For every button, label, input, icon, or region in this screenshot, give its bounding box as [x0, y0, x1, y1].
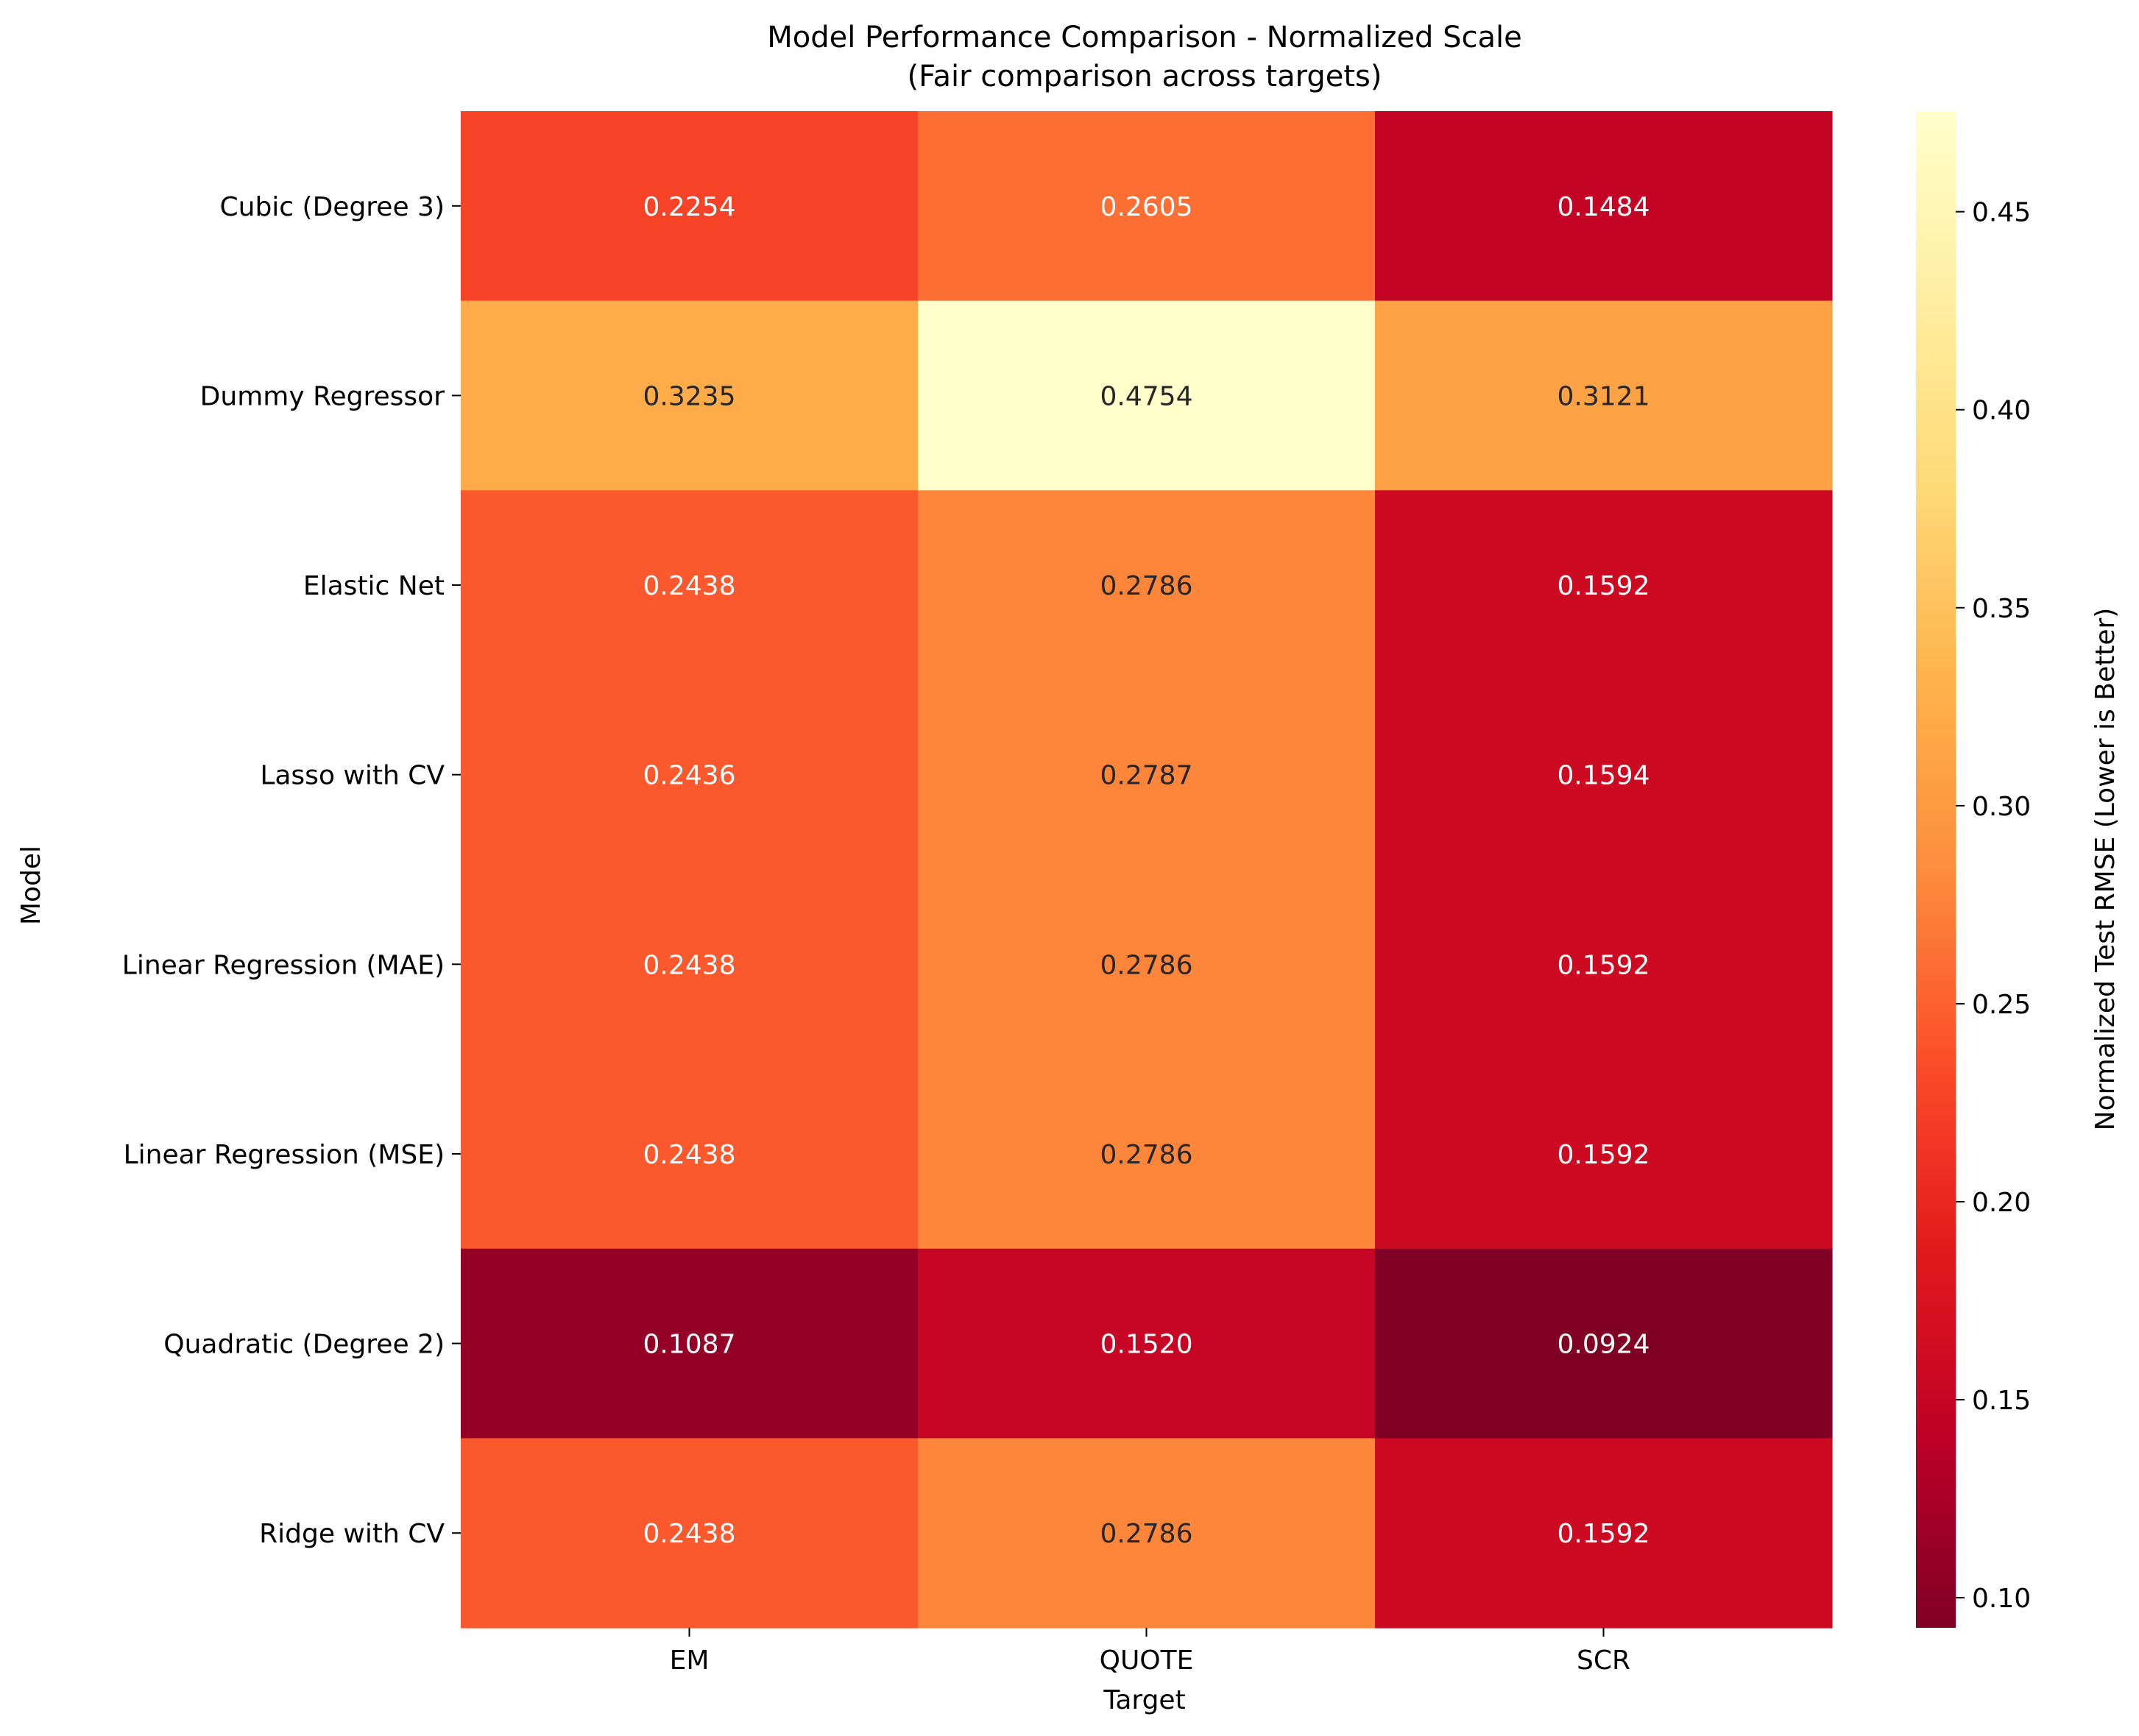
cell-value-label: 0.1520 [1100, 1330, 1193, 1360]
cell-value-label: 0.2786 [1100, 1140, 1193, 1170]
heatmap-cell [461, 1438, 919, 1629]
heatmap-cell [918, 300, 1376, 491]
x-tick-label: SCR [1577, 1645, 1630, 1676]
colorbar-tick-label: 0.10 [1972, 1584, 2031, 1614]
cell-value-label: 0.2438 [643, 1519, 736, 1549]
heatmap-cell [1375, 111, 1833, 302]
heatmap-cell [461, 869, 919, 1060]
cell-value-label: 0.4754 [1100, 381, 1193, 411]
cell-value-label: 0.1484 [1558, 192, 1650, 222]
cell-value-label: 0.2786 [1100, 571, 1193, 601]
heatmap-cell [918, 1059, 1376, 1250]
colorbar [1916, 111, 1956, 1628]
cell-value-label: 0.2436 [643, 761, 736, 791]
cell-value-label: 0.2254 [643, 192, 736, 222]
chart-subtitle: (Fair comparison across targets) [908, 60, 1382, 93]
heatmap-cell [461, 111, 919, 302]
heatmap-cell [1375, 490, 1833, 681]
cell-value-label: 0.2787 [1100, 761, 1193, 791]
cell-value-label: 0.3235 [643, 381, 736, 411]
cell-value-label: 0.1594 [1558, 761, 1650, 791]
cell-value-label: 0.2786 [1100, 1519, 1193, 1549]
y-tick-group: Cubic (Degree 3) Dummy Regressor Elastic N… [122, 192, 461, 1549]
colorbar-tick-label: 0.20 [1972, 1188, 2031, 1218]
cell-value-label: 0.1592 [1558, 1140, 1650, 1170]
colorbar-tick-label: 0.35 [1972, 594, 2031, 624]
heatmap-cell [1375, 869, 1833, 1060]
heatmap-cell [461, 490, 919, 681]
colorbar-ticks: 0.10 0.15 0.20 0.25 0.30 0.35 0.40 0.45 [1956, 198, 2031, 1614]
y-tick-label: Linear Regression (MSE) [124, 1140, 445, 1170]
heatmap-cells: 0.2254 0.2605 0.1484 0.3235 0.4754 0.3121 0.24… [461, 111, 1833, 1629]
x-axis-label: Target [1103, 1685, 1185, 1715]
cell-value-label: 0.2438 [643, 571, 736, 601]
colorbar-tick-label: 0.40 [1972, 396, 2031, 426]
y-tick-label: Cubic (Degree 3) [219, 192, 445, 222]
y-tick-label: Linear Regression (MAE) [122, 950, 445, 980]
x-tick-label: QUOTE [1100, 1645, 1194, 1676]
cell-value-label: 0.1592 [1558, 950, 1650, 980]
cell-value-label: 0.1592 [1558, 571, 1650, 601]
cell-value-label: 0.2786 [1100, 950, 1193, 980]
cell-value-label: 0.2605 [1100, 192, 1193, 222]
chart-title: Model Performance Comparison - Normalize… [767, 21, 1522, 54]
y-tick-label: Lasso with CV [260, 761, 445, 791]
heatmap-cell [918, 111, 1376, 302]
heatmap-cell [918, 679, 1376, 871]
heatmap-cell [918, 1438, 1376, 1629]
heatmap-cell [461, 679, 919, 871]
heatmap-cell [461, 1248, 919, 1439]
heatmap-cell [918, 869, 1376, 1060]
heatmap-cell [1375, 1438, 1833, 1629]
heatmap-cell [918, 490, 1376, 681]
cell-value-label: 0.2438 [643, 950, 736, 980]
y-tick-label: Quadratic (Degree 2) [163, 1330, 445, 1360]
x-tick-label: EM [670, 1645, 710, 1676]
cell-value-label: 0.1087 [643, 1330, 736, 1360]
colorbar-tick-label: 0.15 [1972, 1386, 2031, 1416]
cell-value-label: 0.1592 [1558, 1519, 1650, 1549]
colorbar-tick-label: 0.45 [1972, 198, 2031, 228]
heatmap-cell [1375, 300, 1833, 491]
colorbar-tick-label: 0.25 [1972, 990, 2031, 1020]
heatmap-cell [1375, 679, 1833, 871]
cell-value-label: 0.2438 [643, 1140, 736, 1170]
heatmap-cell [1375, 1248, 1833, 1439]
heatmap-cell [461, 1059, 919, 1250]
y-axis-label: Model [16, 846, 46, 925]
y-tick-label: Elastic Net [303, 571, 445, 601]
heatmap-cell [1375, 1059, 1833, 1250]
x-tick-group: EM QUOTE SCR [670, 1628, 1630, 1676]
colorbar-tick-label: 0.30 [1972, 792, 2031, 822]
cell-value-label: 0.3121 [1558, 381, 1650, 411]
y-tick-label: Ridge with CV [259, 1519, 445, 1549]
colorbar-label: Normalized Test RMSE (Lower is Better) [2090, 608, 2121, 1131]
y-tick-label: Dummy Regressor [200, 381, 445, 411]
heatmap-cell [461, 300, 919, 491]
cell-value-label: 0.0924 [1558, 1330, 1650, 1360]
heatmap-cell [918, 1248, 1376, 1439]
